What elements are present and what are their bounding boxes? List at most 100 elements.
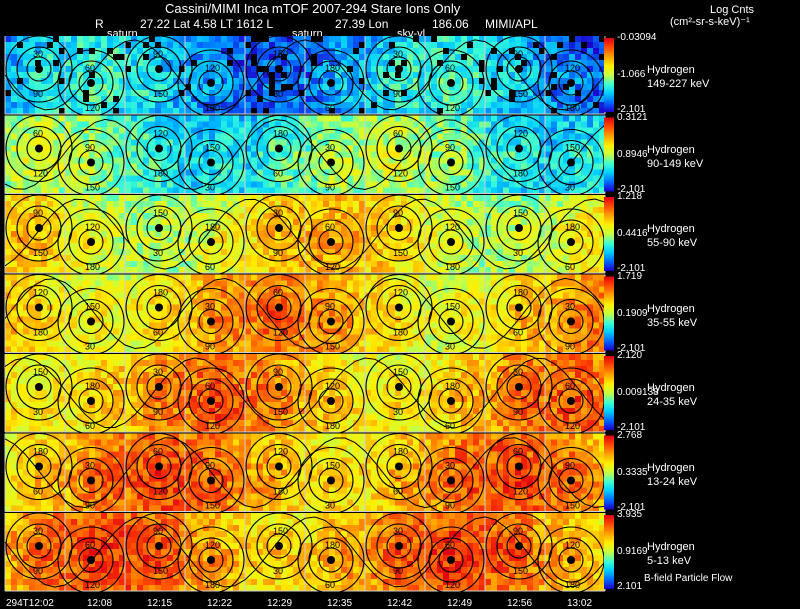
energy-label-2: 90-149 keV [647,157,704,170]
contour-label: 150 [325,461,340,471]
colorbar-min-4: -2.101 [617,342,646,354]
contour-label: 30 [565,183,575,193]
contour-label: 120 [445,580,460,590]
energy-label-3: 55-90 keV [647,237,698,249]
colorbar-max-5: 2.120 [617,350,643,361]
contour-label: 150 [393,367,408,377]
colorbar-mid-5: 0.009138 [617,387,659,398]
panel-row-3: 90 150 120 180 150 30 180 60 30 90 60 120 90 150 120 18… [4,194,606,276]
contour-label: 120 [273,447,288,457]
contour-label: 60 [393,129,403,139]
contour-label: 60 [33,487,43,497]
colorbar-6 [604,435,614,510]
contour-label: 150 [273,526,288,536]
colorbar-max-6: 2.768 [617,429,643,441]
contour-label: 150 [153,89,168,99]
colorbar-2 [604,117,614,192]
panel-row-2: 60 120 90 150 120 180 150 30 180 60 30 90 60 120 90 150… [4,114,606,197]
contour-label: 30 [85,342,95,352]
contour-label: 180 [445,262,460,272]
contour-label: 150 [85,302,100,312]
contour-label: 30 [445,342,455,352]
colorbar-min-7: 2.101 [617,581,643,592]
contour-label: 60 [33,129,43,139]
colorbar-min-1: -2.101 [617,104,646,115]
panel-row-7: 30 90 60 120 90 150 120 180 150 30 180 60 30 90 60 120 9… [4,512,606,594]
colorbar-mid-6: 0.3335 [617,466,648,478]
contour-label: 180 [325,421,340,431]
contour-label: 60 [325,222,335,232]
contour-label: 30 [205,302,215,312]
time-tick-5: 12:29 [267,598,293,609]
contour-label: 60 [445,63,455,73]
contour-label: 90 [393,208,403,218]
contour-label: 60 [153,447,163,457]
contour-label: 90 [393,566,403,576]
time-tick-10: 13:02 [567,598,593,609]
contour-label: 60 [565,262,575,272]
colorbar-mid-4: 0.1909 [617,307,648,319]
contour-label: 150 [153,566,168,576]
contour-label: 90 [153,526,163,536]
contour-label: 60 [153,328,163,338]
species-label-7: Hydrogen [647,541,695,553]
contour-label: 150 [33,248,48,258]
contour-label: 180 [33,447,48,457]
contour-label: 30 [153,248,163,258]
chart-title: Cassini/MIMI Inca mTOF 2007-294 Stare Io… [165,1,461,16]
contour-label: 90 [513,49,523,59]
contour-label: 60 [445,421,455,431]
time-tick-2: 12:08 [87,598,113,609]
contour-label: 150 [325,342,340,352]
contour-label: 90 [565,461,575,471]
contour-label: 30 [513,248,523,258]
contour-label: 150 [205,143,220,153]
contour-label: 30 [273,566,283,576]
time-tick-4: 12:22 [207,598,233,609]
contour-label: 120 [325,381,340,391]
energy-label-7: 5-13 keV [647,555,692,567]
contour-label: 90 [273,248,283,258]
contour-label: 30 [33,407,43,417]
colorbar-max-3: 1.218 [617,191,643,202]
contour-label: 180 [85,381,100,391]
colorbar-max-7: 3.935 [617,509,643,520]
contour-label: 150 [565,143,580,153]
contour-label: 180 [205,103,220,113]
contour-label: 60 [205,262,215,272]
contour-label: 120 [513,487,528,497]
lon-readout: 27.39 Lon [335,17,389,31]
colorbar-min-5: -2.101 [617,422,646,433]
contour-label: 30 [273,89,283,99]
contour-label: 180 [33,328,48,338]
species-label-4: Hydrogen [647,302,695,315]
contour-label: 60 [565,381,575,391]
energy-label-5: 24-35 keV [647,396,698,408]
contour-label: 60 [273,288,283,298]
contour-label: 60 [273,169,283,179]
panel-row-5: 150 30 180 60 30 90 60 120 90 150 120 180 150 30 180 60… [4,353,606,435]
contour-label: 120 [393,288,408,298]
range-readout: 186.06 [432,17,469,31]
contour-label: 90 [445,501,455,511]
contour-label: 150 [445,302,460,312]
contour-label: 120 [205,421,220,431]
contour-label: 180 [565,103,580,113]
contour-label: 30 [153,367,163,377]
colorbar-min-3: -2.101 [617,263,646,274]
contour-label: 30 [205,183,215,193]
contour-label: 90 [513,407,523,417]
units-title: Log Cnts [710,4,755,16]
contour-label: 90 [273,367,283,377]
contour-label: 120 [565,540,580,550]
species-label-5: Hydrogen [647,382,695,394]
contour-label: 60 [445,540,455,550]
contour-label: 180 [325,63,340,73]
contour-label: 30 [273,208,283,218]
time-tick-8: 12:49 [447,598,473,609]
colorbar-min-6: -2.101 [617,501,646,513]
colorbar-1 [604,38,614,112]
colorbar-5 [604,356,614,430]
contour-label: 30 [85,461,95,471]
